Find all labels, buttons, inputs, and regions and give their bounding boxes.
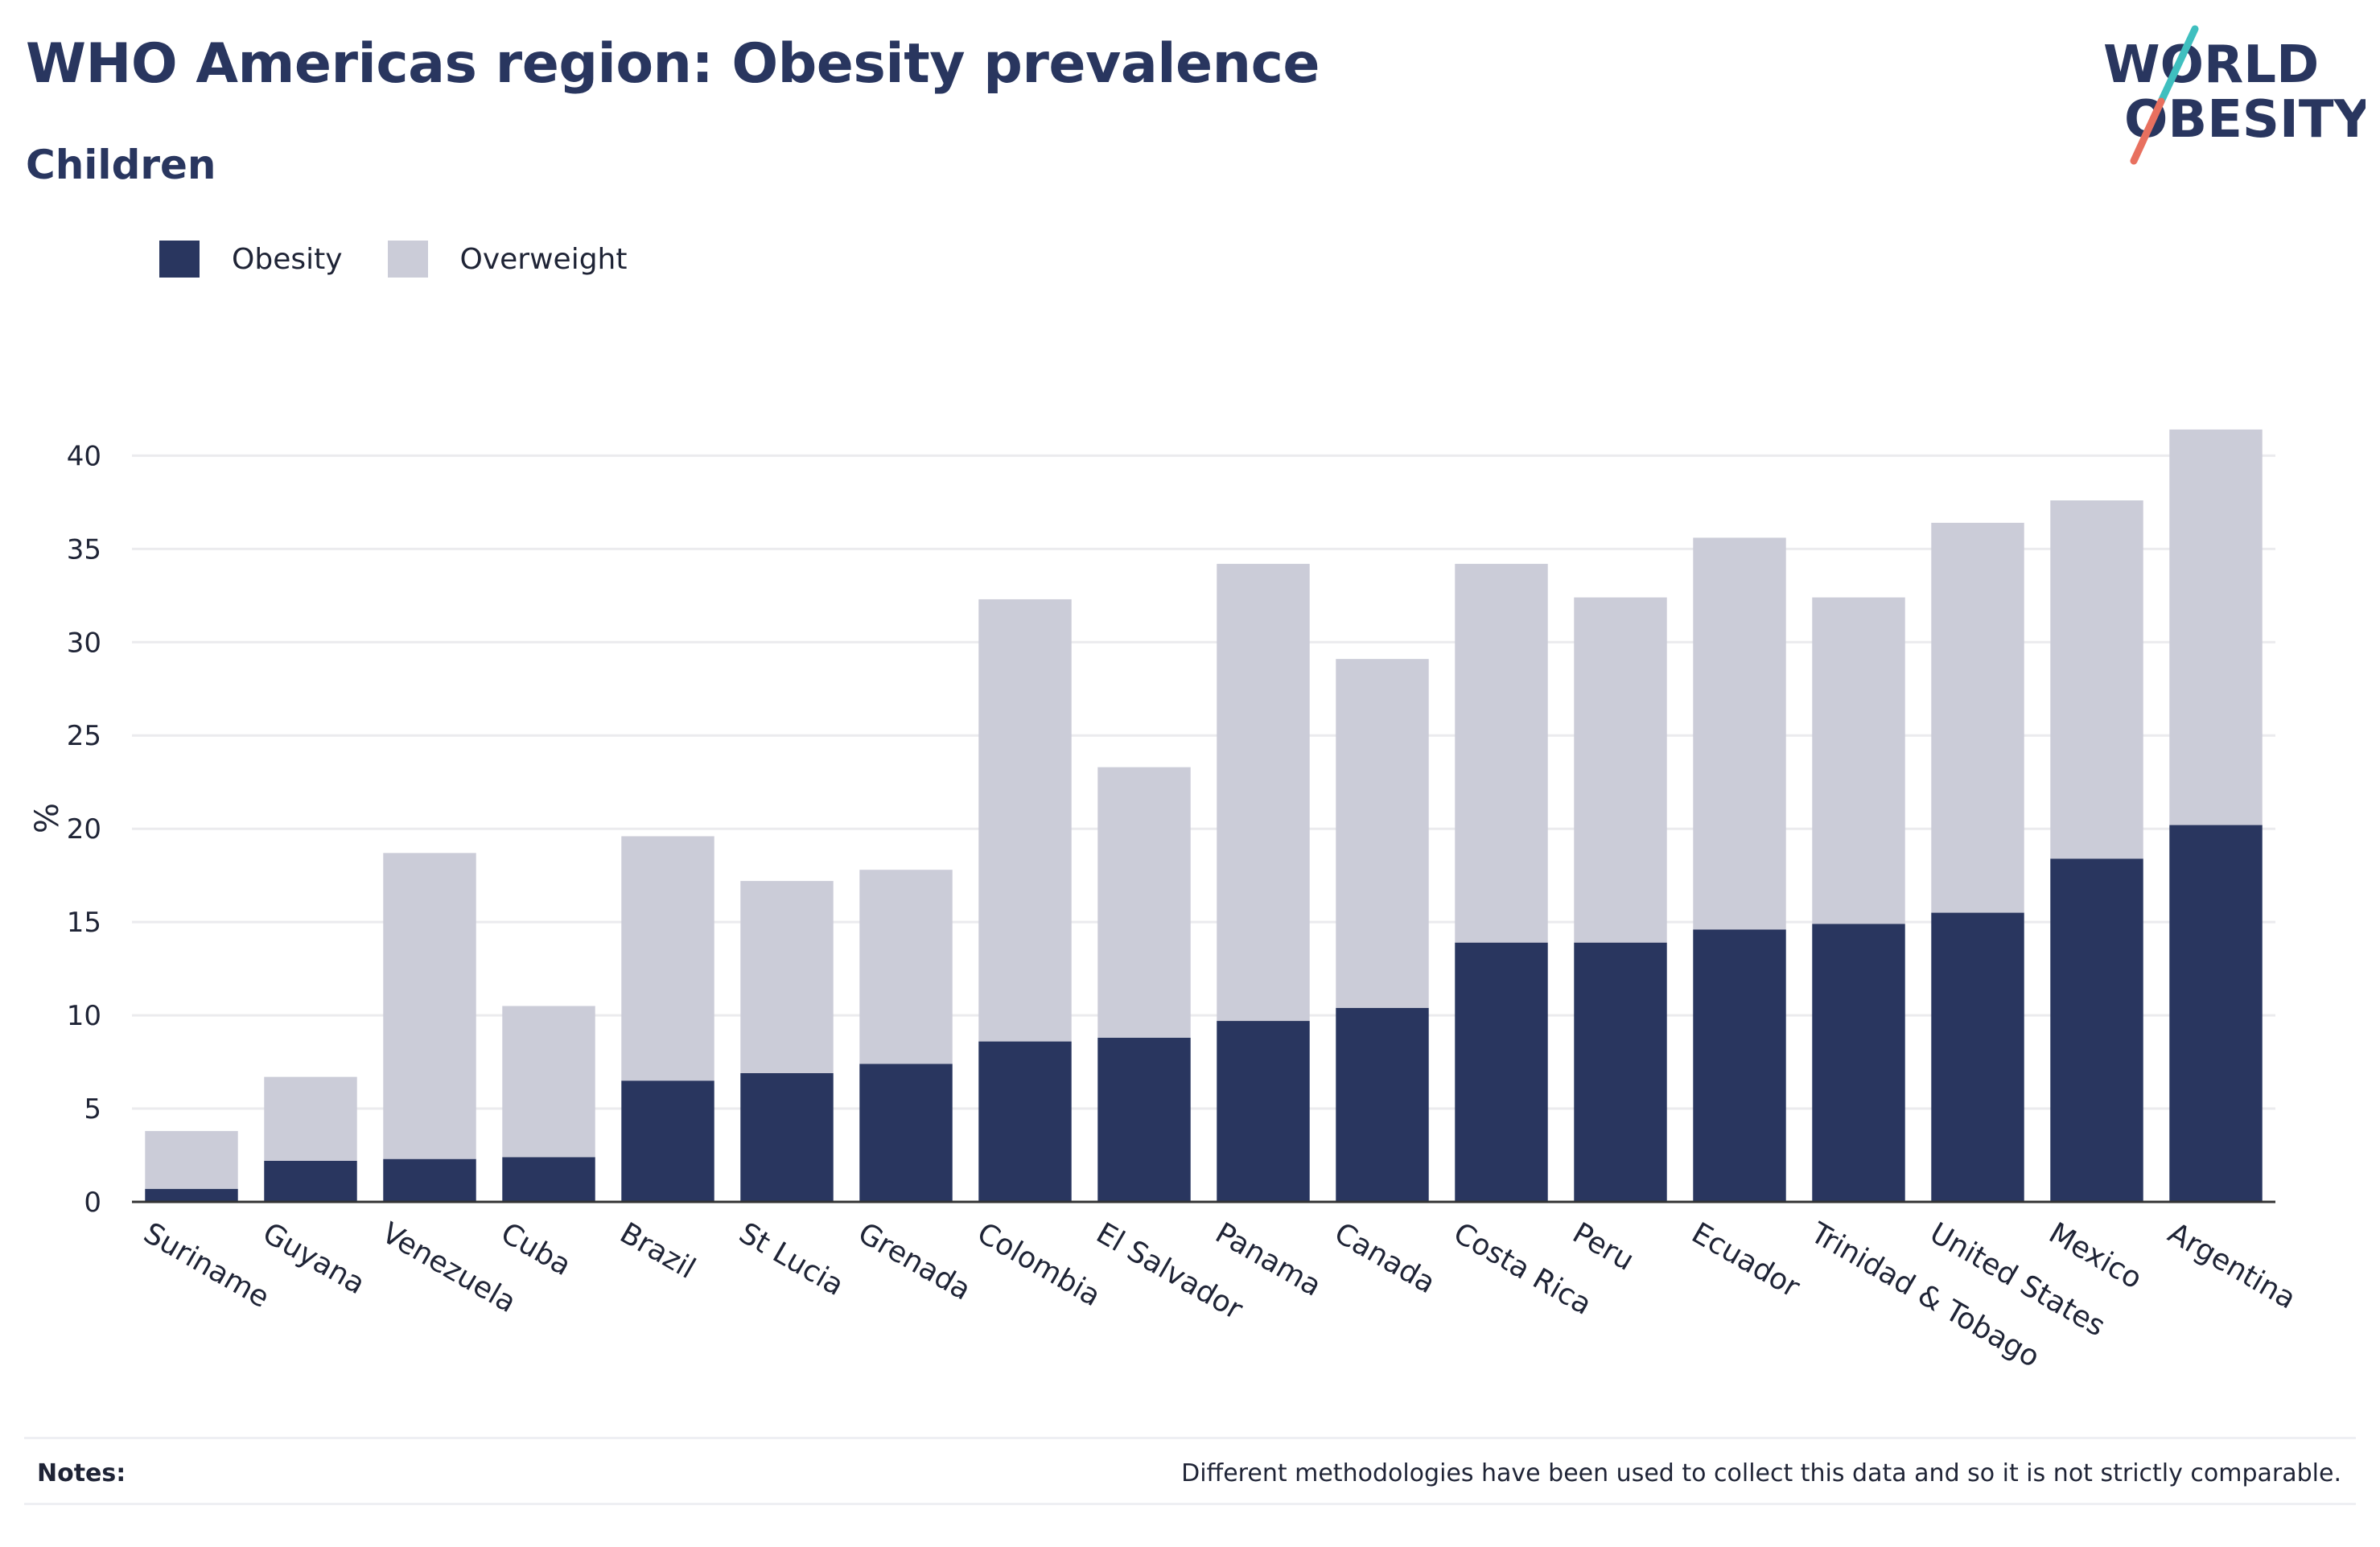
bar-overweight-panama — [1217, 563, 1310, 1022]
x-tick-label-suriname: Suriname — [138, 1216, 275, 1315]
bar-overweight-colombia — [978, 599, 1072, 1042]
logo-slash-coral — [2130, 97, 2165, 165]
x-tick-label-peru: Peru — [1567, 1216, 1640, 1278]
bar-overweight-argentina — [2169, 429, 2263, 825]
x-tick-label-venezuela: Venezuela — [377, 1216, 522, 1319]
legend-item-overweight: Overweight — [387, 241, 628, 278]
bar-obesity-st-lucia — [740, 1072, 834, 1202]
legend-item-obesity: Obesity — [159, 241, 343, 278]
notes-divider-top — [24, 1437, 2356, 1439]
bar-overweight-costa-rica — [1455, 563, 1548, 943]
bar-obesity-panama — [1217, 1021, 1310, 1202]
x-tick-label-grenada: Grenada — [853, 1216, 977, 1306]
x-tick-label-ecuador: Ecuador — [1686, 1216, 1806, 1304]
bar-obesity-costa-rica — [1455, 942, 1548, 1202]
chart-subtitle: Children — [26, 142, 216, 188]
bar-overweight-guyana — [264, 1076, 357, 1161]
bar-obesity-suriname — [145, 1188, 238, 1202]
bar-overweight-el-salvador — [1097, 767, 1191, 1038]
y-tick-label: 35 — [67, 533, 101, 566]
logo-text-line1: WORLD — [2103, 35, 2319, 95]
legend-swatch-obesity — [159, 241, 200, 278]
y-tick-label: 5 — [84, 1093, 101, 1125]
bar-obesity-guyana — [264, 1160, 357, 1202]
x-tick-label-mexico: Mexico — [2044, 1216, 2147, 1295]
bar-obesity-brazil — [621, 1080, 714, 1202]
bar-obesity-united-states — [1931, 912, 2024, 1202]
x-tick-label-argentina: Argentina — [2163, 1216, 2302, 1315]
legend-label-overweight: Overweight — [459, 242, 628, 276]
chart-title: WHO Americas region: Obesity prevalence — [26, 32, 1320, 96]
y-axis-label: % — [29, 803, 66, 833]
notes-text: Different methodologies have been used t… — [1181, 1459, 2341, 1487]
x-tick-label-canada: Canada — [1329, 1216, 1441, 1300]
bar-obesity-el-salvador — [1097, 1037, 1191, 1202]
bar-obesity-peru — [1574, 942, 1667, 1202]
bar-overweight-brazil — [621, 836, 714, 1081]
bar-overweight-peru — [1574, 597, 1667, 943]
bar-obesity-grenada — [859, 1064, 953, 1202]
bar-overweight-united-states — [1931, 522, 2024, 913]
bar-obesity-mexico — [2050, 858, 2143, 1202]
logo-slash-teal — [2157, 25, 2199, 105]
y-tick-label: 10 — [67, 1000, 101, 1032]
bar-overweight-canada — [1336, 659, 1429, 1008]
bar-obesity-canada — [1336, 1007, 1429, 1202]
bar-overweight-st-lucia — [740, 881, 834, 1073]
bar-overweight-venezuela — [383, 853, 476, 1159]
y-tick-label: 0 — [84, 1187, 101, 1219]
bar-obesity-argentina — [2169, 825, 2263, 1202]
bar-overweight-cuba — [502, 1006, 595, 1158]
bar-overweight-mexico — [2050, 500, 2143, 859]
legend-label-obesity: Obesity — [232, 242, 343, 276]
y-tick-label: 20 — [67, 813, 101, 846]
y-tick-label: 25 — [67, 720, 101, 752]
bar-obesity-trinidad-and-tobago — [1812, 924, 1905, 1202]
bar-obesity-cuba — [502, 1157, 595, 1202]
bar-overweight-grenada — [859, 870, 953, 1064]
legend-swatch-overweight — [387, 241, 428, 278]
notes-divider-bottom — [24, 1503, 2356, 1505]
x-tick-label-cuba: Cuba — [496, 1216, 577, 1282]
x-tick-label-st-lucia: St Lucia — [734, 1216, 850, 1302]
y-axis-ticks: 0 5 10 15 20 25 30 35 40 — [67, 440, 101, 1219]
bars — [145, 429, 2263, 1202]
y-tick-label: 40 — [67, 440, 101, 472]
notes-label: Notes: — [37, 1459, 126, 1487]
bar-obesity-colombia — [978, 1041, 1072, 1202]
x-tick-label-colombia: Colombia — [972, 1216, 1106, 1313]
x-tick-label-guyana: Guyana — [257, 1216, 371, 1301]
bar-obesity-venezuela — [383, 1158, 476, 1202]
bar-obesity-ecuador — [1693, 929, 1786, 1202]
bar-overweight-suriname — [145, 1130, 238, 1189]
gridlines — [132, 454, 2275, 1110]
x-tick-label-brazil: Brazil — [615, 1216, 702, 1286]
bar-overweight-trinidad-and-tobago — [1812, 597, 1905, 924]
y-tick-label: 30 — [67, 627, 101, 659]
x-tick-label-trinidad-and-tobago: Trinidad & Tobago — [1805, 1216, 2045, 1374]
y-tick-label: 15 — [67, 907, 101, 939]
world-obesity-logo: WORLD OBESITY — [2103, 25, 2366, 165]
bar-overweight-ecuador — [1693, 537, 1786, 930]
chart-legend: Obesity Overweight — [159, 238, 672, 280]
